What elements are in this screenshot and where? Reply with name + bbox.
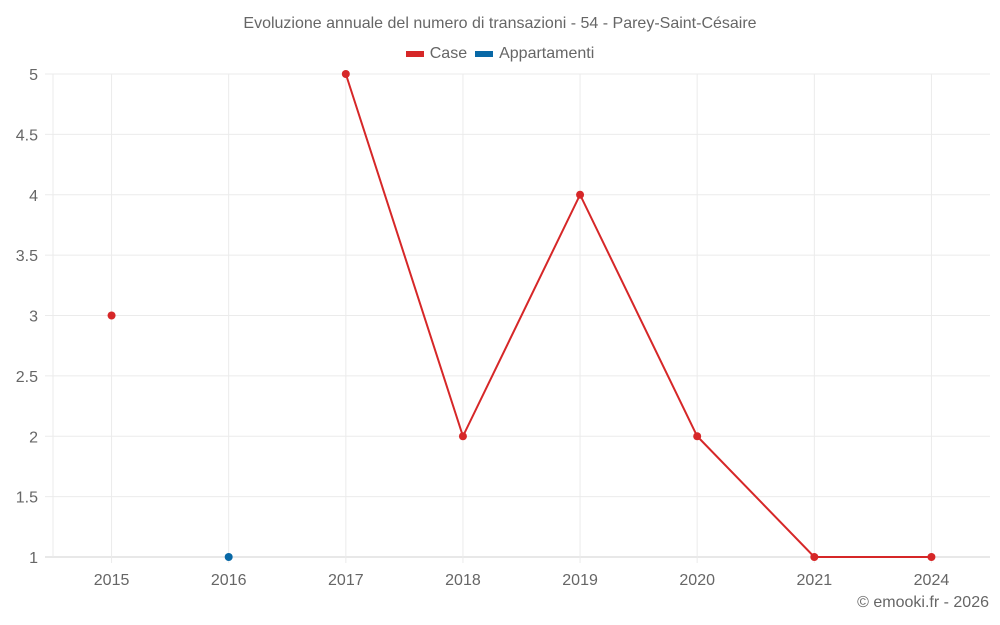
data-point-case <box>576 190 585 199</box>
y-tick-label: 4.5 <box>16 127 38 144</box>
chart-title: Evoluzione annuale del numero di transaz… <box>243 15 757 32</box>
chart-legend: Case Appartamenti <box>0 45 1000 63</box>
data-point-case <box>341 70 350 78</box>
y-tick-label: 1 <box>29 550 38 567</box>
x-tick-label: 2020 <box>679 572 715 589</box>
y-tick-label: 1.5 <box>16 490 38 507</box>
legend-swatch-appartamenti <box>475 51 494 57</box>
y-tick-label: 4 <box>29 188 38 205</box>
x-tick-label: 2021 <box>797 572 833 589</box>
legend-label-appartamenti: Appartamenti <box>499 45 595 62</box>
legend-swatch-case <box>405 51 424 57</box>
y-tick-label: 2.5 <box>16 369 38 386</box>
x-tick-label: 2019 <box>562 572 598 589</box>
legend-item-case[interactable]: Case <box>405 45 468 63</box>
data-point-case <box>107 311 116 320</box>
data-point-appartamenti <box>224 553 233 561</box>
x-tick-label: 2017 <box>328 572 364 589</box>
series-line-case <box>344 73 932 558</box>
y-tick-label: 5 <box>29 67 38 84</box>
y-tick-label: 3.5 <box>16 248 38 265</box>
data-point-case <box>458 432 467 441</box>
data-point-case <box>927 553 936 561</box>
y-tick-label: 2 <box>29 429 38 446</box>
y-tick-label: 3 <box>29 309 38 326</box>
x-tick-label: 2016 <box>211 572 247 589</box>
data-point-case <box>693 432 702 441</box>
credit-text: © emooki.fr - 2026 <box>857 594 989 611</box>
legend-item-appartamenti[interactable]: Appartamenti <box>475 45 594 63</box>
x-tick-label: 2015 <box>94 572 130 589</box>
x-tick-label: 2018 <box>445 572 481 589</box>
x-tick-label: 2024 <box>914 572 950 589</box>
legend-label-case: Case <box>429 45 468 62</box>
data-point-case <box>810 553 819 561</box>
